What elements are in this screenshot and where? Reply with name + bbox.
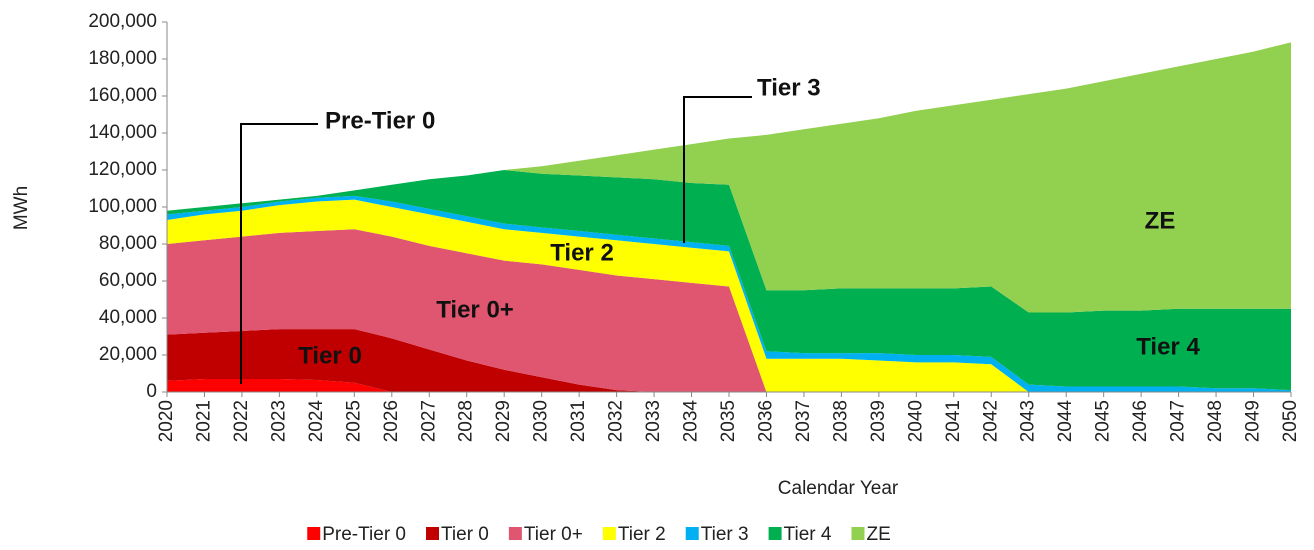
legend-swatch [685, 527, 699, 540]
x-tick-label: 2048 [1205, 400, 1226, 442]
x-tick-label: 2046 [1130, 400, 1151, 442]
x-tick-label: 2032 [606, 400, 627, 442]
x-tick-label: 2042 [980, 400, 1001, 442]
annotation: Tier 2 [550, 239, 614, 266]
area [167, 199, 1291, 392]
y-tick-label: 80,000 [99, 233, 157, 254]
x-tick-label: 2029 [493, 400, 514, 442]
x-tick-label: 2047 [1168, 400, 1189, 442]
x-axis-label: Calendar Year [778, 478, 899, 499]
x-tick-label: 2031 [568, 400, 589, 442]
x-tick-label: 2027 [418, 400, 439, 442]
legend-swatch [851, 527, 865, 540]
x-tick-label: 2034 [681, 400, 702, 443]
legend-label: Tier 4 [784, 524, 832, 545]
x-tick-label: 2045 [1093, 400, 1114, 442]
legend-label: Tier 2 [618, 524, 666, 545]
annotation: Tier 0 [298, 342, 362, 369]
y-tick-label: 40,000 [99, 307, 157, 328]
legend-label: Pre-Tier 0 [322, 524, 406, 545]
legend-label: Tier 0 [441, 524, 489, 545]
y-tick-label: 160,000 [88, 85, 157, 106]
area [167, 42, 1291, 313]
x-tick-label: 2036 [755, 400, 776, 442]
annotation: Tier 3 [757, 74, 821, 101]
x-tick-label: 2039 [868, 400, 889, 442]
leader-line [240, 123, 318, 384]
area [167, 379, 1291, 392]
y-tick-label: 180,000 [88, 48, 157, 69]
y-tick-label: 100,000 [88, 196, 157, 217]
y-tick-label: 20,000 [99, 344, 157, 365]
annotation: Tier 4 [1136, 333, 1200, 360]
y-axis-label: MWh [11, 186, 32, 230]
x-tick-label: 2044 [1055, 400, 1076, 443]
x-tick-label: 2022 [231, 400, 252, 442]
annotation: Pre-Tier 0 [325, 107, 435, 134]
annotation: Tier 0+ [436, 296, 514, 323]
leader-line [683, 96, 752, 243]
x-tick-label: 2037 [793, 400, 814, 442]
legend-swatch [307, 527, 321, 540]
legend-label: Tier 3 [701, 524, 749, 545]
x-tick-label: 2026 [381, 400, 402, 442]
x-tick-label: 2028 [456, 400, 477, 442]
legend-swatch [426, 527, 440, 540]
legend-swatch [508, 527, 522, 540]
x-tick-label: 2041 [943, 400, 964, 442]
x-tick-label: 2035 [718, 400, 739, 442]
x-tick-label: 2043 [1018, 400, 1039, 442]
x-tick-label: 2040 [905, 400, 926, 442]
x-tick-label: 2021 [193, 400, 214, 442]
x-tick-label: 2023 [268, 400, 289, 442]
legend-swatch [768, 527, 782, 540]
x-tick-label: 2020 [156, 400, 177, 442]
y-tick-label: 120,000 [88, 159, 157, 180]
legend-swatch [602, 527, 616, 540]
leader-lines [240, 96, 752, 384]
area [167, 229, 1291, 392]
legend-label: ZE [866, 524, 890, 545]
x-tick-label: 2050 [1280, 400, 1301, 442]
x-tick-label: 2033 [643, 400, 664, 442]
x-tick-label: 2030 [531, 400, 552, 442]
legend: Pre-Tier 0 Tier 0 Tier 0+ Tier 2 Tier 3 Tier … [307, 524, 891, 545]
y-tick-label: 140,000 [88, 122, 157, 143]
x-tick-label: 2025 [343, 400, 364, 442]
x-tick-label: 2024 [306, 400, 327, 443]
x-tick-label: 2038 [830, 400, 851, 442]
legend-label: Tier 0+ [524, 524, 583, 545]
annotation: ZE [1145, 207, 1176, 234]
y-tick-label: 200,000 [88, 11, 157, 32]
y-tick-label: 0 [146, 381, 157, 402]
area [167, 329, 1291, 392]
y-tick-label: 60,000 [99, 270, 157, 291]
x-tick-label: 2049 [1243, 400, 1264, 442]
area [167, 170, 1291, 391]
